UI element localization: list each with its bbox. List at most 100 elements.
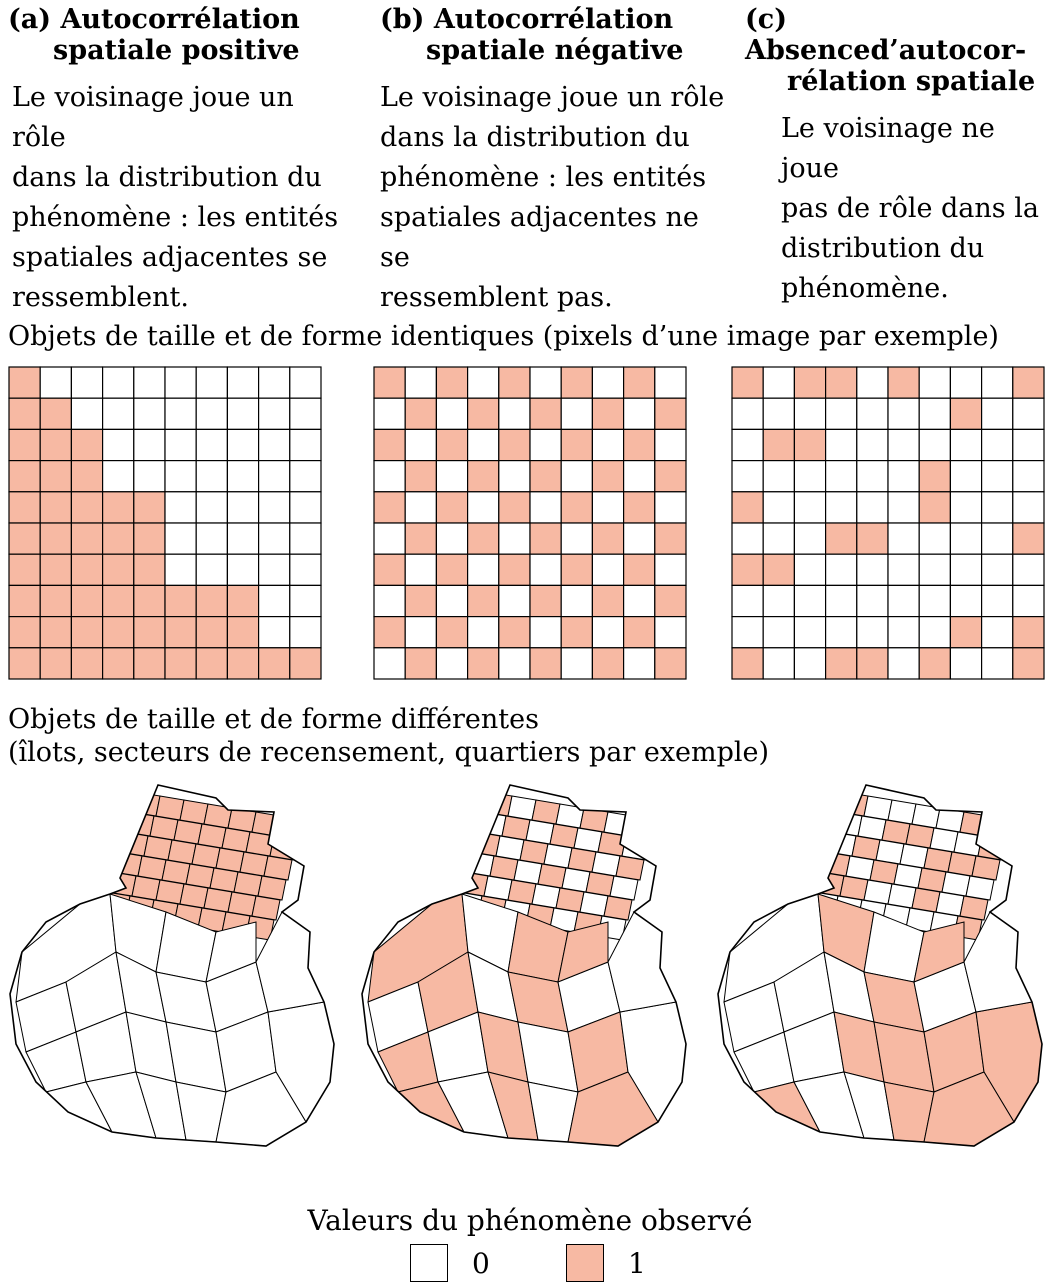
grid-cell (591, 459, 625, 493)
grid-cell (258, 397, 291, 431)
grid-cell (762, 584, 796, 618)
grid-cell (591, 616, 625, 649)
grid-cell (1012, 459, 1045, 493)
grid-cell (101, 584, 135, 618)
grid-cell (164, 428, 197, 462)
grid-cell (133, 366, 166, 399)
grid-cell (654, 584, 687, 618)
grid-cell (824, 428, 858, 462)
map-parcel (585, 871, 615, 897)
grid-cell (887, 459, 920, 493)
grid-cell (529, 522, 562, 555)
map-parcel (615, 855, 645, 881)
column-b: (b) Autocorrélation spatiale négative Le… (380, 4, 725, 318)
map-parcel (971, 855, 1001, 881)
grid-cell (887, 522, 920, 555)
grid-cell (195, 428, 228, 462)
grid-cell (762, 491, 796, 524)
grid-cell (949, 522, 983, 555)
grid-cell (435, 616, 469, 649)
grid-cell (466, 553, 500, 586)
grid-cell (373, 397, 406, 431)
map-parcel (251, 895, 281, 921)
map-parcel (513, 859, 543, 885)
grid-cell (373, 491, 406, 524)
grid-cell (793, 459, 827, 493)
grid-cell (949, 616, 983, 649)
map-parcel (875, 839, 905, 865)
legend-value-0: 0 (472, 1246, 490, 1280)
desc-line: spatiales adjacentes se (12, 242, 328, 273)
map-parcel (465, 851, 495, 877)
map-parcel (209, 867, 239, 893)
desc-line: spatiales adjacentes ne se (380, 202, 699, 273)
grid-cell (623, 366, 656, 399)
grid-cell (654, 491, 687, 524)
grid-cell (101, 428, 135, 462)
grid-cell (1012, 366, 1045, 399)
grid-cell (404, 522, 438, 555)
grid-cell (591, 647, 625, 680)
grid-cell (560, 584, 593, 618)
grid-cell (591, 553, 625, 586)
map-parcel (113, 851, 143, 877)
grid-cell (289, 647, 322, 680)
grid-cell (101, 522, 135, 555)
column-c-title: (c) Absenced’autocor- rélation spatiale (745, 4, 1057, 97)
map-outline (717, 784, 1043, 1147)
grid-cell (226, 459, 260, 493)
grid-cell (164, 647, 197, 680)
grid-cell (560, 616, 593, 649)
grid-cell (949, 428, 983, 462)
grid-cell (8, 522, 41, 555)
grid-cell (404, 553, 438, 586)
map-parcel (161, 859, 191, 885)
grid-cell (258, 366, 291, 399)
grid-cell (39, 366, 73, 399)
column-c-description: Le voisinage ne joue pas de rôle dans la… (745, 109, 1057, 309)
grid-cell (373, 584, 406, 618)
section-different-objects-line1: Objets de taille et de forme différentes (8, 704, 539, 735)
grid-cell (258, 584, 291, 618)
grid-cell (466, 459, 500, 493)
grid-cell (226, 553, 260, 586)
grid-cell (466, 647, 500, 680)
grid-cell (887, 366, 920, 399)
grid-cell (918, 366, 951, 399)
map-parcel (941, 871, 971, 897)
grid-cell (887, 491, 920, 524)
grid-cell (226, 397, 260, 431)
grid-cell (39, 397, 73, 431)
map-parcel (591, 851, 621, 877)
grid-cell (39, 491, 73, 524)
map-parcel (983, 815, 1013, 841)
grid-cell (824, 491, 858, 524)
grid-cell (466, 522, 500, 555)
grid-cell (654, 553, 687, 586)
grid-cell (101, 553, 135, 586)
map-outline (361, 784, 687, 1147)
column-c-title-line2: rélation spatiale (787, 66, 1036, 97)
grid-cell (623, 647, 656, 680)
desc-line: dans la distribution du (12, 162, 322, 193)
grid-cell (101, 647, 135, 680)
map-parcel (191, 843, 221, 869)
map-parcel (203, 887, 233, 913)
grid-cell (466, 616, 500, 649)
map-negative (361, 784, 687, 1147)
grid-cell (918, 428, 951, 462)
grid-cell (498, 366, 531, 399)
grid-cell (435, 522, 469, 555)
grid-cell (949, 553, 983, 586)
grid-cell (918, 397, 951, 431)
map-parcel (531, 883, 561, 909)
grid-cell (793, 397, 827, 431)
grid-cell (887, 397, 920, 431)
map-parcel (143, 835, 173, 861)
grid-cell (918, 584, 951, 618)
map-parcel (851, 835, 881, 861)
desc-line: phénomène. (781, 273, 949, 304)
grid-cell (8, 584, 41, 618)
grid-cell (529, 647, 562, 680)
map-parcel (821, 851, 851, 877)
